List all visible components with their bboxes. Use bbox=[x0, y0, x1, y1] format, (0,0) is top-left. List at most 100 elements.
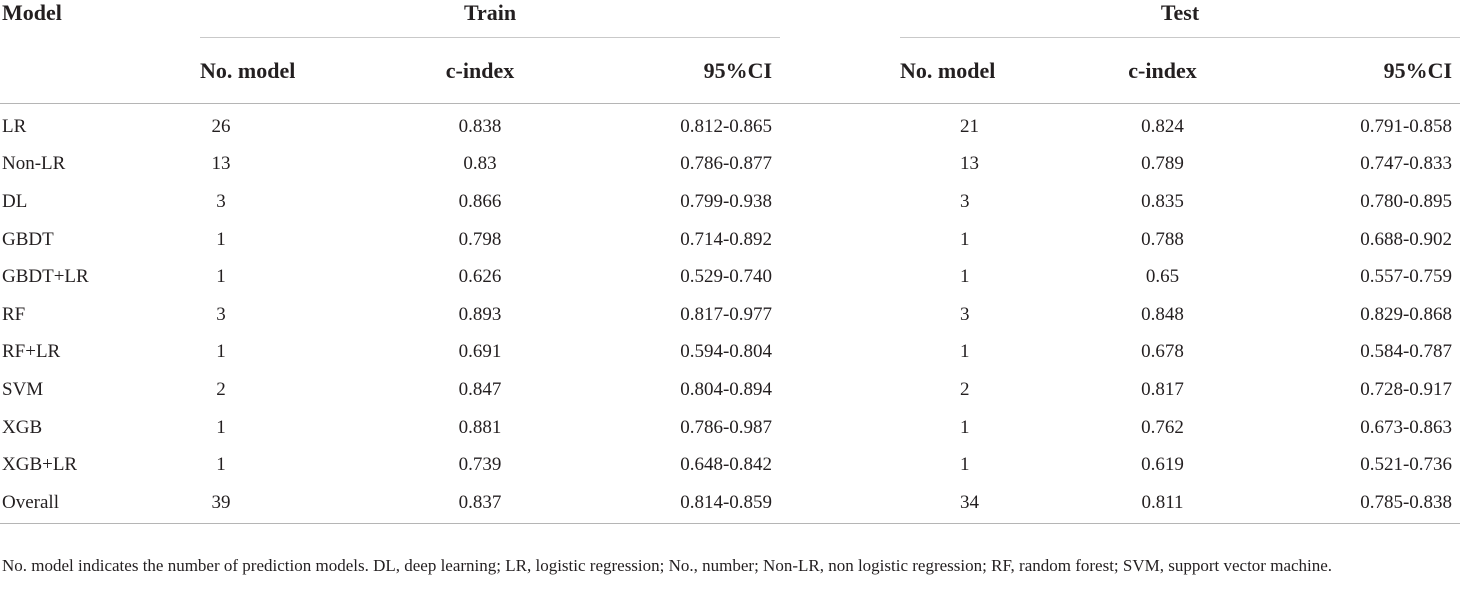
row-spacer bbox=[780, 483, 901, 524]
results-table: Model Train Test No. model c-index 95%CI… bbox=[0, 0, 1460, 524]
test-no-model-cell: 1 bbox=[960, 228, 970, 250]
test-ci-cell: 0.521-0.736 bbox=[1360, 454, 1453, 476]
test-c-index-cell: 0.817 bbox=[1141, 378, 1184, 400]
test-c-index-cell: 0.762 bbox=[1141, 416, 1184, 438]
test-c-index-cell: 0.811 bbox=[1045, 483, 1281, 524]
train-ci-cell: 0.648-0.842 bbox=[680, 454, 773, 476]
test-no-model-cell: 21 bbox=[960, 115, 980, 137]
test-ci-cell: 0.785-0.838 bbox=[1280, 483, 1460, 524]
train-no-model-cell: 1 bbox=[216, 228, 226, 250]
table-row: GBDT+LR 1 0.626 0.529-0.740 1 0.65 0.557-0.759 bbox=[0, 258, 1460, 296]
test-no-model-cell: 13 bbox=[960, 153, 980, 175]
table-row: DL 3 0.866 0.799-0.938 3 0.835 0.780-0.895 bbox=[0, 183, 1460, 221]
train-ci-cell: 0.799-0.938 bbox=[680, 190, 773, 212]
model-name-cell: SVM bbox=[2, 378, 44, 400]
test-group-label: Test bbox=[900, 0, 1460, 38]
train-no-model-cell: 1 bbox=[216, 266, 226, 288]
train-c-index-cell: 0.866 bbox=[458, 190, 502, 212]
test-c-index-cell: 0.789 bbox=[1141, 153, 1184, 175]
test-no-model-cell: 1 bbox=[960, 454, 970, 476]
test-ci-cell: 0.791-0.858 bbox=[1360, 115, 1453, 137]
test-no-model-cell: 34 bbox=[900, 483, 1046, 524]
table-row: SVM 2 0.847 0.804-0.894 2 0.817 0.728-0.917 bbox=[0, 371, 1460, 409]
header-spacer bbox=[780, 38, 901, 104]
model-name-cell: LR bbox=[2, 115, 27, 137]
model-name-cell: RF+LR bbox=[2, 341, 61, 363]
train-ci-cell: 0.529-0.740 bbox=[680, 266, 773, 288]
test-no-model-cell: 3 bbox=[960, 303, 970, 325]
train-c-index-cell: 0.739 bbox=[458, 454, 502, 476]
table-footnote: No. model indicates the number of predic… bbox=[2, 556, 1333, 575]
header-empty-cell bbox=[0, 38, 200, 104]
row-spacer bbox=[780, 371, 900, 409]
train-c-index-cell: 0.837 bbox=[360, 483, 600, 524]
test-c-index-cell: 0.65 bbox=[1145, 266, 1180, 288]
test-ci-cell: 0.780-0.895 bbox=[1360, 190, 1453, 212]
train-ci-cell: 0.804-0.894 bbox=[680, 378, 773, 400]
train-c-index-cell: 0.838 bbox=[458, 115, 502, 137]
table-row: XGB 1 0.881 0.786-0.987 1 0.762 0.673-0.863 bbox=[0, 409, 1460, 447]
model-name-cell: GBDT bbox=[2, 228, 54, 250]
test-c-index-cell: 0.619 bbox=[1141, 454, 1184, 476]
row-spacer bbox=[780, 446, 900, 484]
table-row: RF 3 0.893 0.817-0.977 3 0.848 0.829-0.868 bbox=[0, 296, 1460, 334]
model-column-header: Model bbox=[2, 0, 62, 25]
row-spacer bbox=[780, 258, 900, 296]
test-no-model-cell: 1 bbox=[960, 266, 970, 288]
test-c-index-cell: 0.678 bbox=[1141, 341, 1184, 363]
train-no-model-cell: 3 bbox=[216, 303, 226, 325]
test-c-index-cell: 0.835 bbox=[1141, 190, 1184, 212]
test-no-model-cell: 1 bbox=[960, 341, 970, 363]
table-row: Non-LR 13 0.83 0.786-0.877 13 0.789 0.747-0.83… bbox=[0, 146, 1460, 184]
test-ci-cell: 0.584-0.787 bbox=[1360, 341, 1453, 363]
train-no-model-cell: 1 bbox=[216, 416, 226, 438]
train-no-model-cell: 1 bbox=[216, 341, 226, 363]
train-no-model-cell: 3 bbox=[216, 190, 226, 212]
train-c-index-cell: 0.626 bbox=[458, 266, 502, 288]
train-c-index-cell: 0.798 bbox=[458, 228, 502, 250]
test-no-model-cell: 1 bbox=[960, 416, 970, 438]
model-name-cell: RF bbox=[2, 303, 26, 325]
train-ci-cell: 0.714-0.892 bbox=[680, 228, 773, 250]
model-name-cell: XGB bbox=[2, 416, 43, 438]
train-group-header: Train bbox=[200, 0, 781, 38]
train-c-index-cell: 0.691 bbox=[458, 341, 502, 363]
table-row: RF+LR 1 0.691 0.594-0.804 1 0.678 0.584-0.787 bbox=[0, 334, 1460, 372]
test-ci-header: 95%CI bbox=[1280, 38, 1460, 104]
test-c-index-cell: 0.848 bbox=[1141, 303, 1184, 325]
table-row: Overall 39 0.837 0.814-0.859 34 0.811 0.785-0.… bbox=[0, 483, 1460, 524]
table-header: Model Train Test No. model c-index 95%CI… bbox=[0, 0, 1460, 104]
train-no-model-cell: 26 bbox=[211, 115, 231, 137]
train-ci-cell: 0.594-0.804 bbox=[680, 341, 773, 363]
test-ci-cell: 0.673-0.863 bbox=[1360, 416, 1453, 438]
test-ci-cell: 0.557-0.759 bbox=[1360, 266, 1453, 288]
train-ci-header: 95%CI bbox=[600, 38, 781, 104]
row-spacer bbox=[780, 409, 900, 447]
model-name-cell: Overall bbox=[0, 483, 200, 524]
row-spacer bbox=[780, 334, 900, 372]
test-c-index-cell: 0.788 bbox=[1141, 228, 1184, 250]
train-ci-cell: 0.817-0.977 bbox=[680, 303, 773, 325]
test-no-model-cell: 2 bbox=[960, 378, 970, 400]
test-ci-cell: 0.728-0.917 bbox=[1360, 378, 1453, 400]
table-body: LR 26 0.838 0.812-0.865 21 0.824 0.791-0.858 No… bbox=[0, 104, 1460, 524]
train-no-model-cell: 13 bbox=[211, 153, 231, 175]
train-ci-cell: 0.786-0.877 bbox=[680, 153, 773, 175]
row-spacer bbox=[780, 296, 900, 334]
test-ci-cell: 0.829-0.868 bbox=[1360, 303, 1453, 325]
header-spacer bbox=[780, 0, 900, 38]
row-spacer bbox=[780, 104, 900, 146]
header-group-row: Model Train Test bbox=[0, 0, 1460, 38]
train-ci-cell: 0.812-0.865 bbox=[680, 115, 773, 137]
test-group-header: Test bbox=[900, 0, 1460, 38]
header-column-row: No. model c-index 95%CI No. model c-inde… bbox=[0, 38, 1460, 104]
train-group-label: Train bbox=[200, 0, 781, 38]
train-c-index-header: c-index bbox=[360, 38, 600, 104]
test-ci-cell: 0.747-0.833 bbox=[1360, 153, 1453, 175]
train-c-index-cell: 0.83 bbox=[463, 153, 497, 175]
train-ci-cell: 0.786-0.987 bbox=[680, 416, 773, 438]
test-c-index-header: c-index bbox=[1045, 38, 1281, 104]
test-no-model-cell: 3 bbox=[960, 190, 970, 212]
train-c-index-cell: 0.893 bbox=[458, 303, 502, 325]
table-row: LR 26 0.838 0.812-0.865 21 0.824 0.791-0.858 bbox=[0, 104, 1460, 146]
